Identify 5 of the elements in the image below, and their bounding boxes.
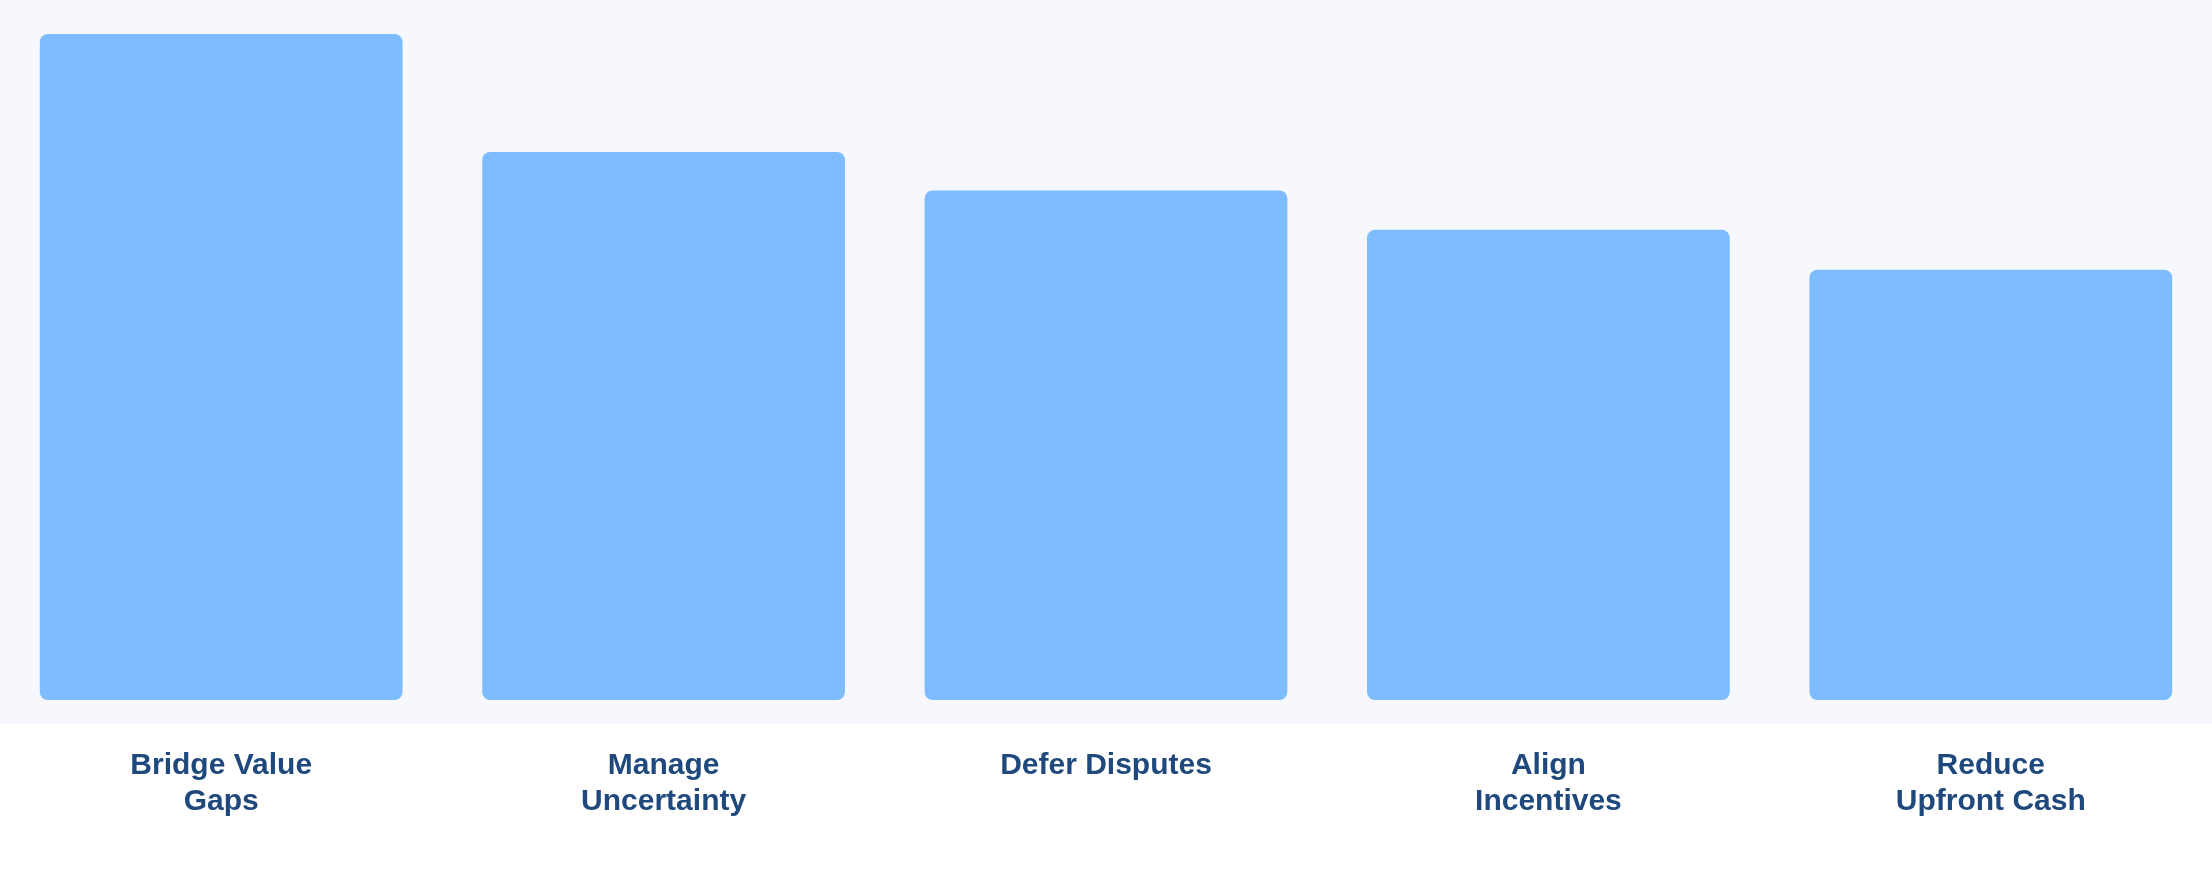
- x-tick-label: Manage Uncertainty: [581, 747, 747, 817]
- x-tick-label: Defer Disputes: [1000, 747, 1212, 781]
- x-tick-label: Align Incentives: [1475, 747, 1622, 817]
- x-tick-label: Reduce Upfront Cash: [1895, 747, 2086, 817]
- x-tick-label: Bridge Value Gaps: [130, 747, 313, 817]
